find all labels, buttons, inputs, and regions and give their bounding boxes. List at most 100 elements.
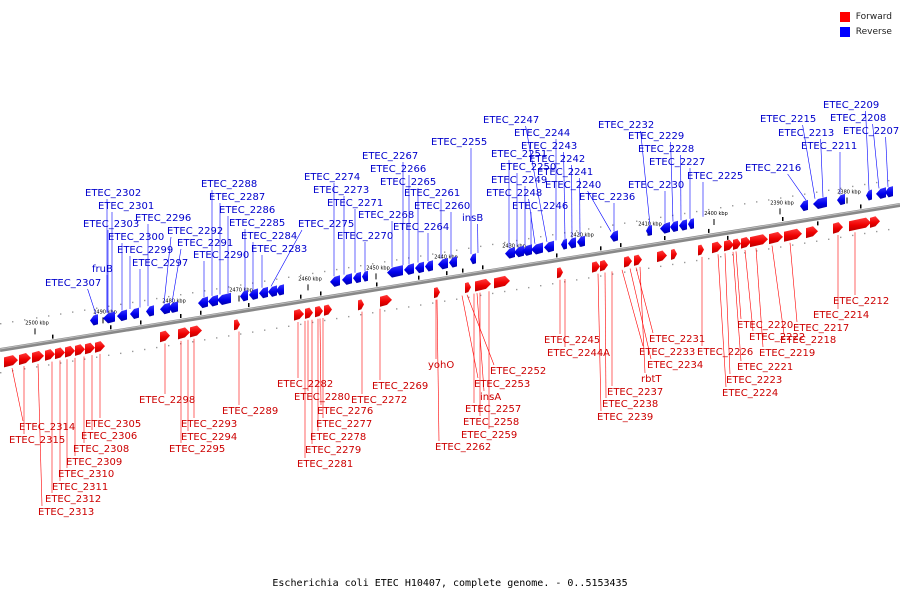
forward-gene-label: ETEC_2212 <box>833 296 889 307</box>
forward-gene-label: ETEC_2220 <box>737 320 793 331</box>
forward-gene-label: ETEC_2293 <box>181 419 237 430</box>
legend-forward-label: Forward <box>855 11 892 22</box>
reverse-gene-label: insB <box>462 213 483 224</box>
forward-gene-label: ETEC_2294 <box>181 432 237 443</box>
reverse-gene-label: ETEC_2250 <box>500 162 556 173</box>
forward-gene-label: ETEC_2279 <box>305 445 361 456</box>
reverse-gene-label: ETEC_2208 <box>830 113 886 124</box>
reverse-gene-label: ETEC_2225 <box>687 171 743 182</box>
reverse-gene-label: ETEC_2274 <box>304 172 360 183</box>
marker-tick <box>664 236 666 241</box>
reverse-gene-label: ETEC_2211 <box>801 141 857 152</box>
forward-gene-arrow <box>712 241 722 254</box>
reverse-gene-arrow <box>168 301 178 313</box>
forward-gene-label: ETEC_2238 <box>602 399 658 410</box>
forward-gene-arrow <box>750 234 768 248</box>
reverse-gene-label: ETEC_2244 <box>514 128 570 139</box>
reverse-gene-arrow <box>679 219 687 231</box>
forward-gene-label: ETEC_2258 <box>463 417 519 428</box>
forward-gene-arrow <box>557 267 563 279</box>
forward-gene-arrow <box>55 347 65 360</box>
reverse-gene-label: ETEC_2292 <box>167 226 223 237</box>
reverse-gene-arrow <box>610 230 618 242</box>
forward-gene-label: rbtT <box>641 374 662 385</box>
marker-tick <box>556 253 558 258</box>
reverse-gene-arrow <box>240 290 248 302</box>
reverse-gene-arrow <box>353 271 361 284</box>
forward-gene-arrow <box>65 345 75 358</box>
forward-gene-arrow <box>741 237 751 249</box>
reverse-gene-label: ETEC_2248 <box>486 188 542 199</box>
reverse-gene-arrow <box>330 275 340 287</box>
reverse-gene-label: ETEC_2265 <box>380 177 436 188</box>
scale-tick-label: 2480 kbp <box>162 298 186 304</box>
marker-tick <box>620 243 622 248</box>
reverse-gene-label: ETEC_2227 <box>649 157 705 168</box>
forward-gene-label: ETEC_2221 <box>737 362 793 373</box>
forward-gene-label: ETEC_2310 <box>58 469 114 480</box>
forward-gene-arrow <box>624 256 632 268</box>
legend: Forward Reverse <box>839 9 892 39</box>
forward-gene-label: insA <box>480 392 501 403</box>
reverse-gene-arrow <box>561 238 567 250</box>
forward-gene-label: ETEC_2276 <box>317 406 373 417</box>
reverse-gene-arrow <box>146 305 154 317</box>
forward-gene-arrow <box>380 294 392 307</box>
reverse-gene-arrow <box>577 235 585 248</box>
reverse-gene-label: ETEC_2229 <box>628 131 684 142</box>
reverse-gene-label: ETEC_2230 <box>628 180 684 191</box>
forward-gene-label: yohO <box>428 360 454 371</box>
forward-gene-label: ETEC_2219 <box>759 348 815 359</box>
marker-tick <box>110 325 112 330</box>
forward-gene-label: ETEC_2224 <box>722 388 778 399</box>
marker-tick <box>300 294 302 299</box>
reverse-gene-label: ETEC_2286 <box>219 205 275 216</box>
forward-gene-label: ETEC_2309 <box>66 457 122 468</box>
forward-gene-label: ETEC_2269 <box>372 381 428 392</box>
reverse-gene-label: fruB <box>92 264 113 275</box>
forward-gene-label: ETEC_2305 <box>85 419 141 430</box>
reverse-gene-label: ETEC_2209 <box>823 100 879 111</box>
forward-gene-arrow <box>634 254 642 266</box>
forward-gene-arrow <box>4 355 18 368</box>
reverse-gene-arrow <box>415 261 424 274</box>
forward-gene-label: ETEC_2282 <box>277 379 333 390</box>
marker-tick <box>462 268 464 273</box>
forward-gene-arrow <box>19 353 31 365</box>
reverse-gene-arrow <box>866 189 872 201</box>
reverse-gene-arrow <box>522 244 532 256</box>
forward-gene-label: ETEC_2311 <box>52 482 108 493</box>
genome-axis <box>0 203 900 352</box>
forward-gene-label: ETEC_2218 <box>780 335 836 346</box>
reverse-gene-label: ETEC_2232 <box>598 120 654 131</box>
forward-gene-label: ETEC_2245 <box>544 335 600 346</box>
scale-tick-label: 2400 kbp <box>704 211 728 217</box>
marker-tick <box>320 291 322 296</box>
reverse-gene-label: ETEC_2270 <box>337 231 393 242</box>
forward-gene-arrow <box>95 341 105 353</box>
reverse-gene-label: ETEC_2242 <box>529 154 585 165</box>
marker-tick <box>782 217 784 222</box>
marker-tick <box>727 235 729 240</box>
forward-gene-arrow <box>178 327 190 340</box>
forward-gene-label: ETEC_2244A <box>547 348 610 359</box>
reverse-gene-arrow <box>670 220 678 233</box>
forward-gene-label: ETEC_2223 <box>726 375 782 386</box>
reverse-gene-label: ETEC_2240 <box>545 180 601 191</box>
forward-gene-arrow <box>324 304 332 316</box>
reverse-gene-arrow <box>130 307 139 320</box>
reverse-gene-label: ETEC_2249 <box>491 175 547 186</box>
forward-gene-label: ETEC_2234 <box>647 360 703 371</box>
reverse-gene-label: ETEC_2284 <box>241 231 297 242</box>
reverse-gene-label: ETEC_2288 <box>201 179 257 190</box>
scale-tick-label: 2420 kbp <box>570 233 594 239</box>
forward-gene-arrow <box>475 278 491 292</box>
reverse-gene-arrow <box>876 187 886 199</box>
reverse-gene-label: ETEC_2275 <box>298 219 354 230</box>
forward-gene-arrow <box>733 238 741 250</box>
reverse-gene-label: ETEC_2216 <box>745 163 801 174</box>
forward-gene-arrow <box>784 228 802 242</box>
forward-gene-label: ETEC_2281 <box>297 459 353 470</box>
forward-gene-label: ETEC_2214 <box>813 310 869 321</box>
